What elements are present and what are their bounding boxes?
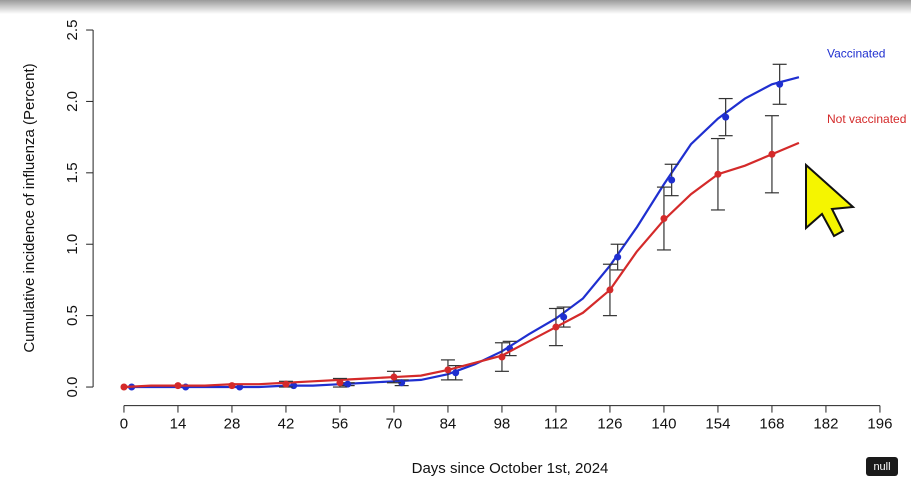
point xyxy=(444,366,452,374)
curve xyxy=(123,141,800,389)
point xyxy=(614,253,622,261)
plot: 0 14 28 42 56 70 84 98 112 126 140 154 168 182 196 0.0 0… xyxy=(64,20,906,433)
point xyxy=(174,382,182,390)
x-tick-label: 182 xyxy=(813,416,838,433)
x-axis-label: Days since October 1st, 2024 xyxy=(412,460,609,477)
point xyxy=(344,380,352,388)
y-tick-label: 1.5 xyxy=(64,162,81,183)
point xyxy=(776,80,784,88)
point xyxy=(120,383,128,391)
point xyxy=(282,380,290,388)
y-tick-label: 0.0 xyxy=(64,377,81,398)
cursor xyxy=(805,162,856,238)
x-tick-label: 84 xyxy=(440,416,457,433)
point xyxy=(552,323,560,331)
x-tick-label: 14 xyxy=(170,416,187,433)
point xyxy=(560,313,568,321)
x-tick-label: 56 xyxy=(332,416,349,433)
x-tick-label: 154 xyxy=(705,416,730,433)
badge-bg xyxy=(866,457,898,476)
x-tick-label: 140 xyxy=(651,416,676,433)
point xyxy=(452,369,460,377)
point xyxy=(498,353,506,361)
point xyxy=(722,113,730,121)
point xyxy=(228,382,236,390)
badge: null xyxy=(873,461,890,473)
y-axis-label: Cumulative incidence of influenza (Perce… xyxy=(21,63,38,352)
x-tick-label: 28 xyxy=(224,416,241,433)
x-tick-label: 70 xyxy=(386,416,403,433)
point xyxy=(236,383,244,391)
x-tick-label: 98 xyxy=(494,416,511,433)
x-tick-label: 196 xyxy=(867,416,892,433)
x-tick-label: 126 xyxy=(597,416,622,433)
series-label: Not vaccinated xyxy=(827,112,906,126)
curve xyxy=(123,76,800,389)
series-label: Vaccinated xyxy=(827,46,885,60)
y-tick-label: 2.0 xyxy=(64,91,81,112)
top-fade xyxy=(0,0,911,14)
y-tick-label: 0.5 xyxy=(64,305,81,326)
x-tick-label: 0 xyxy=(120,416,128,433)
point xyxy=(336,379,344,387)
y-tick-label: 2.5 xyxy=(64,20,81,41)
point xyxy=(668,176,676,184)
x-tick-label: 168 xyxy=(759,416,784,433)
point xyxy=(390,373,398,381)
x-tick-label: 42 xyxy=(278,416,295,433)
point xyxy=(606,286,614,294)
point xyxy=(660,215,668,223)
y-tick-label: 1.0 xyxy=(64,234,81,255)
point xyxy=(398,379,406,387)
x-tick-label: 112 xyxy=(544,416,568,433)
point xyxy=(768,150,776,158)
point xyxy=(714,170,722,178)
